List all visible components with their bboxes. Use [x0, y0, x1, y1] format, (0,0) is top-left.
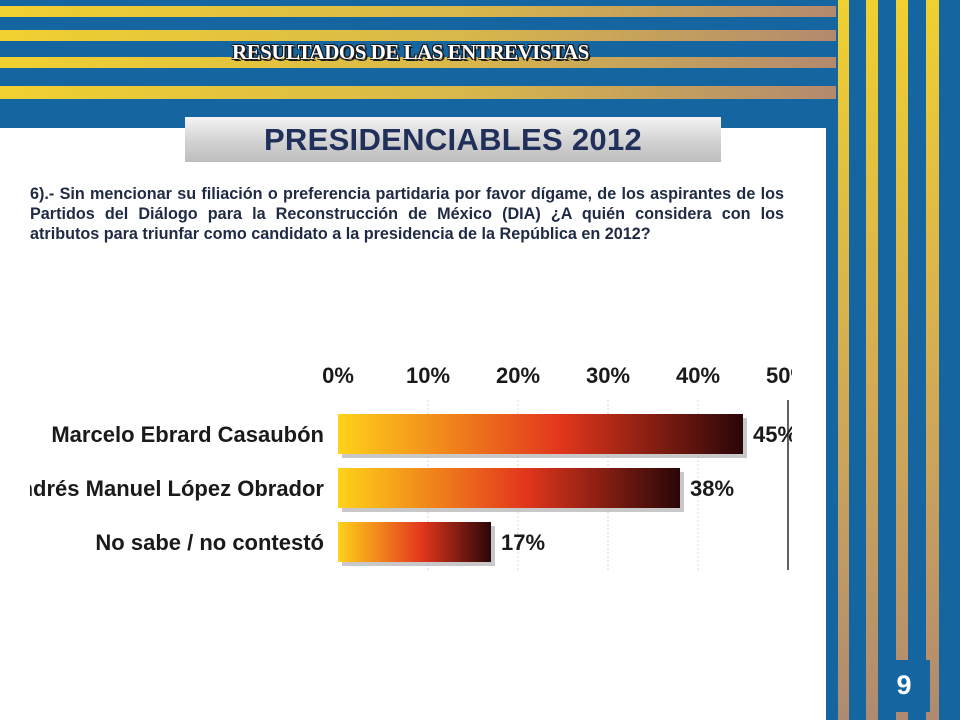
- x-tick-label: 10%: [406, 363, 450, 388]
- bar: [338, 522, 491, 562]
- bar: [338, 414, 743, 454]
- category-label: No sabe / no contestó: [95, 530, 324, 555]
- x-tick-label: 50%: [766, 363, 792, 388]
- page-number: 9: [896, 670, 912, 700]
- x-tick-label: 0%: [322, 363, 354, 388]
- page-title: PRESIDENCIABLES 2012: [263, 121, 643, 157]
- value-label: 45%: [753, 422, 792, 447]
- x-tick-label: 30%: [586, 363, 630, 388]
- header-title: RESULTADOS DE LAS ENTREVISTAS: [232, 40, 589, 64]
- value-label: 38%: [690, 476, 734, 501]
- x-tick-label: 20%: [496, 363, 540, 388]
- title-banner: PRESIDENCIABLES 2012: [185, 117, 721, 162]
- bar: [338, 468, 680, 508]
- value-label: 17%: [501, 530, 545, 555]
- category-label: Marcelo Ebrard Casaubón: [51, 422, 324, 447]
- bar-chart: 0% 10% 20% 30% 40% 50% Marcelo Ebrard Casaubó…: [30, 363, 792, 570]
- category-label: Andrés Manuel López Obrador: [30, 476, 324, 501]
- x-tick-label: 40%: [676, 363, 720, 388]
- survey-question: 6).- Sin mencionar su filiación o prefer…: [30, 185, 784, 243]
